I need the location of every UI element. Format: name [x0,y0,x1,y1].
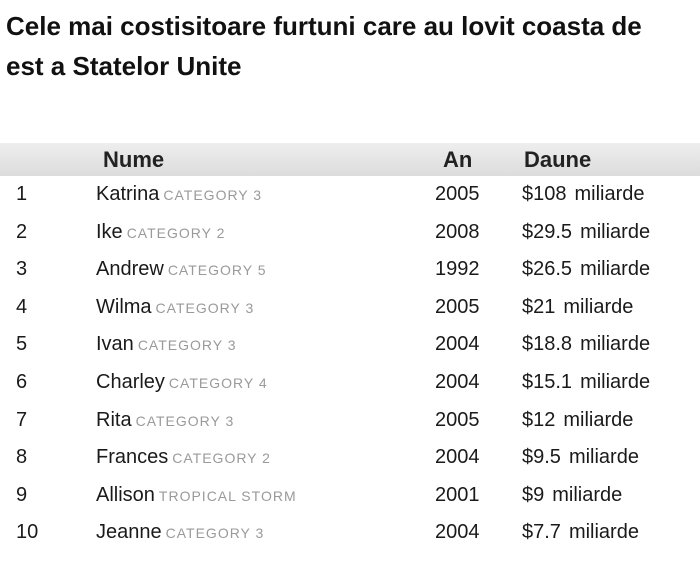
name-cell: Jeanne CATEGORY 3 [96,514,264,553]
damage-unit: miliarde [580,370,651,393]
year-cell: 2008 [435,220,480,243]
damage-cell: $18.8 miliarde [522,326,650,364]
rank-cell: 10 [16,521,39,544]
name-cell: Andrew CATEGORY 5 [96,251,267,290]
storms-table: Nume An Daune 1 Katrina CATEGORY 3 2005 $108… [0,143,700,552]
damage-unit: miliarde [580,258,651,281]
storm-name: Frances [96,446,169,469]
damage-unit: miliarde [568,446,639,469]
table-row: 10 Jeanne CATEGORY 3 2004 $7.7 miliarde [0,514,700,552]
rank-cell: 8 [16,446,28,469]
name-cell: Wilma CATEGORY 3 [96,289,254,328]
damage-amount: $29.5 [522,220,573,243]
rank-cell: 1 [16,183,28,205]
storm-category: CATEGORY 5 [167,262,267,279]
table-row: 6 Charley CATEGORY 4 2004 $15.1 miliarde [0,364,700,402]
damage-amount: $7.7 [522,521,561,544]
damage-amount: $15.1 [522,370,573,393]
storm-category: TROPICAL STORM [158,487,297,504]
rank-cell: 9 [16,483,28,506]
storm-category: CATEGORY 3 [165,525,265,542]
column-header-name: Nume [103,147,165,172]
storm-name: Wilma [96,295,152,318]
damage-amount: $18.8 [522,333,573,356]
rank-cell: 5 [16,333,28,356]
rank-cell: 6 [16,370,28,393]
damage-amount: $12 [522,408,556,431]
storm-name: Rita [96,408,132,431]
table-row: 8 Frances CATEGORY 2 2004 $9.5 miliarde [0,439,700,477]
rank-cell: 2 [16,220,28,243]
name-cell: Katrina CATEGORY 3 [96,176,262,215]
storm-name: Allison [96,483,155,506]
table-row: 3 Andrew CATEGORY 5 1992 $26.5 miliarde [0,251,700,289]
table-row: 2 Ike CATEGORY 2 2008 $29.5 miliarde [0,214,700,252]
page-title: Cele mai costisitoare furtuni care au lo… [6,11,642,81]
year-cell: 2004 [435,446,480,469]
storm-category: CATEGORY 2 [172,450,271,467]
rank-cell: 7 [16,408,28,431]
year-cell: 2001 [435,483,480,506]
table-row: 1 Katrina CATEGORY 3 2005 $108 miliarde [0,176,700,214]
storm-name: Charley [96,370,165,393]
damage-cell: $7.7 miliarde [522,514,639,552]
name-cell: Rita CATEGORY 3 [96,402,234,441]
table-row: 5 Ivan CATEGORY 3 2004 $18.8 miliarde [0,326,700,364]
storm-category: CATEGORY 2 [126,224,226,241]
name-cell: Allison TROPICAL STORM [96,477,297,516]
table-body: 1 Katrina CATEGORY 3 2005 $108 miliarde 2 Ike CA… [0,176,700,552]
storm-category: CATEGORY 3 [155,299,255,316]
column-header-damage: Daune [524,147,592,172]
year-cell: 2005 [435,295,480,318]
table-header: Nume An Daune [0,143,700,176]
damage-cell: $9.5 miliarde [522,439,639,477]
damage-unit: miliarde [574,183,645,205]
table-row: 9 Allison TROPICAL STORM 2001 $9 miliarde [0,477,700,515]
year-cell: 1992 [435,258,480,281]
damage-cell: $108 miliarde [522,176,645,214]
damage-amount: $21 [522,295,556,318]
storm-name: Ike [96,220,123,243]
storm-name: Jeanne [96,521,162,544]
damage-unit: miliarde [563,295,634,318]
storm-category: CATEGORY 3 [135,412,235,429]
storm-category: CATEGORY 3 [137,337,237,354]
table-row: 7 Rita CATEGORY 3 2005 $12 miliarde [0,402,700,440]
rank-cell: 4 [16,295,28,318]
damage-cell: $21 miliarde [522,289,633,327]
damage-cell: $12 miliarde [522,402,633,440]
damage-unit: miliarde [580,220,651,243]
damage-amount: $26.5 [522,258,573,281]
damage-amount: $108 [522,183,567,205]
damage-unit: miliarde [568,521,639,544]
table-row: 4 Wilma CATEGORY 3 2005 $21 miliarde [0,289,700,327]
storm-category: CATEGORY 4 [168,374,268,391]
name-cell: Charley CATEGORY 4 [96,364,268,403]
rank-cell: 3 [16,258,28,281]
damage-unit: miliarde [563,408,634,431]
storm-name: Ivan [96,333,134,356]
damage-cell: $15.1 miliarde [522,364,650,402]
damage-cell: $26.5 miliarde [522,251,650,289]
name-cell: Ike CATEGORY 2 [96,214,225,253]
storm-category: CATEGORY 3 [163,187,263,203]
damage-amount: $9.5 [522,446,561,469]
year-cell: 2005 [435,183,480,205]
name-cell: Ivan CATEGORY 3 [96,326,237,365]
damage-unit: miliarde [552,483,623,506]
storm-name: Katrina [96,183,160,205]
name-cell: Frances CATEGORY 2 [96,439,271,478]
year-cell: 2005 [435,408,480,431]
damage-amount: $9 [522,483,545,506]
column-header-year: An [443,147,473,172]
storm-name: Andrew [96,258,164,281]
damage-cell: $9 miliarde [522,477,622,515]
year-cell: 2004 [435,521,480,544]
year-cell: 2004 [435,333,480,356]
year-cell: 2004 [435,370,480,393]
damage-cell: $29.5 miliarde [522,214,650,252]
damage-unit: miliarde [580,333,651,356]
